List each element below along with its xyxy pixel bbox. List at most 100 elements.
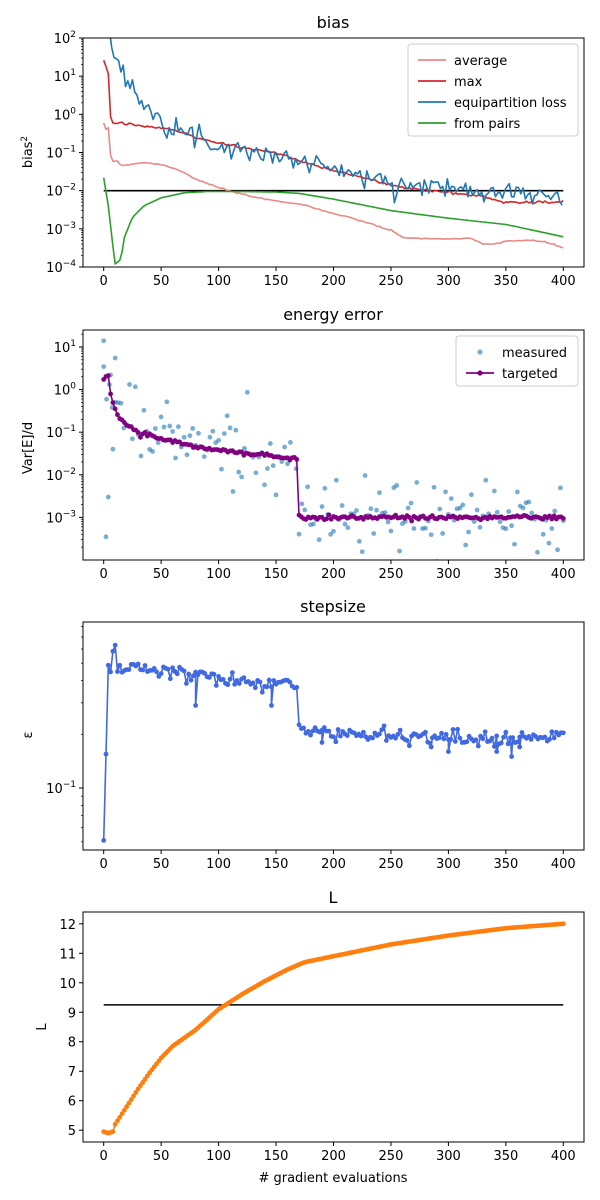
series-0-marker — [344, 733, 350, 738]
x-tick: 250 — [379, 850, 403, 872]
y-tick-label: 10 — [59, 977, 76, 992]
x-tick-label: 250 — [379, 1149, 404, 1164]
x-tick-label: 350 — [493, 274, 518, 289]
series-0-marker — [326, 728, 332, 734]
measured-point — [466, 529, 471, 535]
series-0-marker — [331, 734, 336, 740]
measured-point — [310, 521, 316, 527]
x-tick-label: 100 — [206, 567, 231, 582]
x-tick: 200 — [321, 560, 346, 582]
x-tick: 400 — [551, 1142, 576, 1164]
series-0-marker — [381, 723, 387, 729]
series-0-marker — [133, 1090, 139, 1095]
series-0-marker — [528, 736, 534, 742]
measured-point — [514, 489, 520, 495]
measured-point — [210, 428, 216, 434]
y-tick: 12 — [59, 918, 83, 933]
series-0-marker — [406, 743, 412, 749]
series-0-marker — [464, 739, 470, 745]
series-0-marker — [269, 684, 274, 690]
x-tick-label: 350 — [493, 567, 518, 582]
legend-label: average — [454, 54, 507, 69]
measured-point — [443, 489, 448, 495]
y-tick: 100 — [54, 382, 83, 399]
series-0-marker — [305, 728, 311, 734]
targeted-marker — [112, 406, 118, 412]
measured-point — [101, 364, 107, 370]
series-0-marker — [514, 739, 520, 745]
x-tick: 50 — [153, 560, 170, 582]
series-0-marker — [211, 671, 217, 677]
L-ylabel: L — [35, 1023, 50, 1031]
measured-point — [388, 528, 394, 534]
targeted-marker — [115, 412, 120, 418]
measured-point — [394, 483, 400, 488]
legend-box — [407, 43, 579, 137]
series-0-marker — [379, 727, 385, 733]
series-0-line — [102, 644, 564, 841]
x-tick: 150 — [264, 1142, 288, 1164]
series-0-marker — [115, 669, 120, 674]
x-tick: 100 — [206, 267, 231, 289]
x-tick: 350 — [493, 1142, 518, 1164]
y-tick: 9 — [68, 1006, 83, 1021]
legend: average max equipartition loss from pairs — [407, 43, 579, 137]
L-xlabel: # gradient evaluations — [258, 1171, 407, 1186]
x-tick: 300 — [436, 267, 461, 289]
measured-point — [316, 537, 322, 543]
series-0-marker — [547, 736, 552, 742]
x-tick: 0 — [100, 267, 108, 289]
measured-point — [253, 470, 259, 476]
series-0-marker — [446, 749, 451, 754]
x-tick-label: 50 — [153, 567, 170, 582]
series-0-marker — [560, 730, 566, 736]
series-0-marker — [423, 729, 428, 735]
x-tick-label: 350 — [493, 1149, 518, 1164]
series-0-marker — [337, 733, 343, 739]
legend-entry: targeted — [466, 367, 558, 382]
series-0-marker — [503, 729, 509, 735]
series-0-marker — [117, 662, 123, 668]
series-0-marker — [436, 735, 442, 741]
series-0-marker — [519, 730, 525, 735]
series-0-marker — [135, 661, 141, 667]
x-tick-label: 0 — [100, 1149, 108, 1164]
series-0-marker — [110, 1129, 116, 1135]
series-0-marker — [370, 735, 375, 741]
series-0-marker — [236, 681, 242, 686]
series-0-marker — [549, 729, 555, 735]
x-tick-label: 50 — [153, 1149, 170, 1164]
measured-point — [288, 439, 293, 445]
series-0-marker — [441, 736, 447, 742]
plot-area — [101, 338, 566, 560]
y-tick: 102 — [54, 30, 83, 47]
measured-point — [104, 396, 109, 402]
y-tick-label: 12 — [59, 918, 76, 933]
measured-point — [440, 531, 446, 536]
series-0-marker — [126, 667, 132, 672]
measured-point — [540, 531, 546, 537]
measured-point — [526, 499, 532, 505]
x-tick-label: 250 — [379, 274, 404, 289]
measured-point — [377, 490, 382, 496]
series-0-marker — [105, 662, 111, 668]
measured-point — [236, 469, 242, 475]
targeted-marker — [135, 430, 141, 435]
series-0-marker — [124, 1104, 130, 1110]
series-0-marker — [252, 685, 258, 691]
measured-point — [233, 427, 239, 433]
series-0-marker — [560, 921, 566, 927]
series-0-marker — [184, 681, 189, 686]
series-0-marker — [264, 684, 270, 690]
x-tick: 150 — [264, 267, 288, 289]
targeted-marker — [110, 400, 116, 406]
series-0-marker — [404, 738, 410, 743]
measured-point — [431, 484, 437, 490]
series-0-marker — [232, 681, 238, 687]
average-line — [102, 122, 564, 249]
measured-point — [244, 389, 250, 395]
y-tick-label: 11 — [59, 947, 76, 962]
measured-point — [103, 534, 109, 540]
series-0-marker — [140, 667, 146, 673]
series-0-marker — [377, 731, 382, 737]
